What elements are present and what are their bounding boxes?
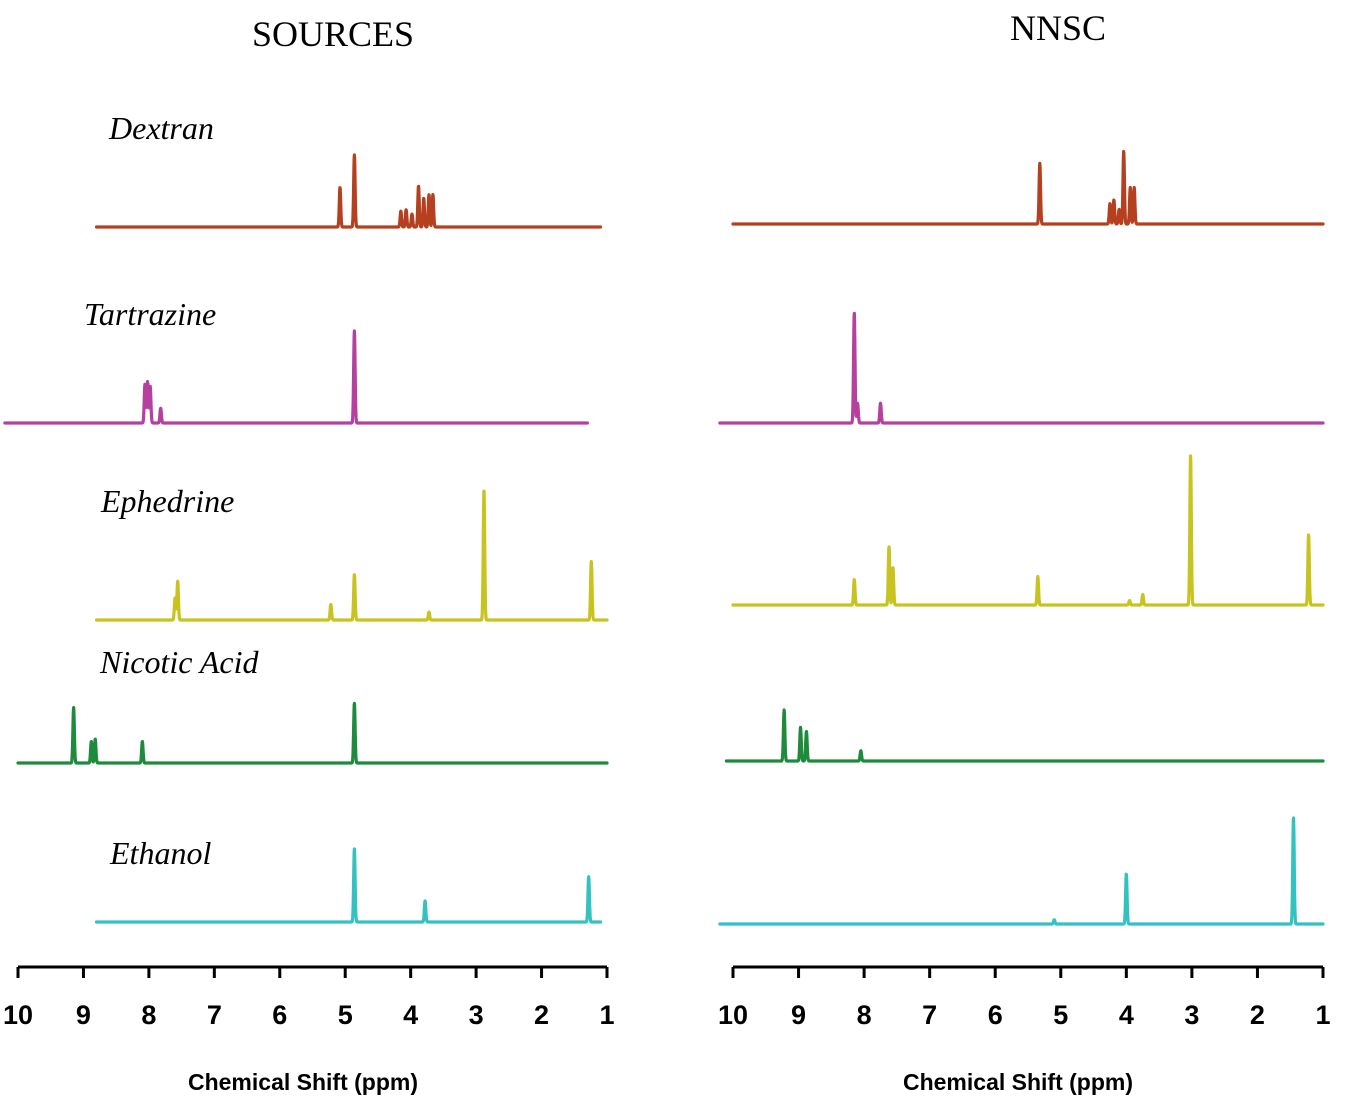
nnsc-x-tick-label-6: 6 [988, 1000, 1003, 1030]
sources-spectrum-ephedrine [94, 489, 609, 622]
nnsc-x-tick-label-5: 5 [1053, 1000, 1068, 1030]
sources-spectrum-nicotic-acid [16, 701, 609, 765]
nnsc-spectrum-tartrazine [718, 311, 1325, 425]
sources-spectrum-tartrazine [3, 329, 589, 425]
sources-x-tick-label-7: 7 [207, 1000, 222, 1030]
sources-x-tick-label-2: 2 [534, 1000, 549, 1030]
sources-trace-labels: Dextran Tartrazine Ephedrine Nicotic Acid Et… [84, 110, 259, 871]
nnsc-spectrum-ephedrine [731, 454, 1325, 607]
nnsc-x-axis-title: Chemical Shift (ppm) [903, 1069, 1133, 1095]
sources-x-tick-label-6: 6 [272, 1000, 287, 1030]
nnsc-panel-title: NNSC [1010, 8, 1106, 48]
nnsc-x-tick-label-7: 7 [922, 1000, 937, 1030]
nnsc-x-tick-label-4: 4 [1119, 1000, 1134, 1030]
nnsc-spectrum-nicotic-acid [724, 708, 1325, 763]
nnsc-panel: 10 9 8 7 6 5 4 3 2 1 Chemical Shift (ppm) [718, 149, 1331, 1095]
sources-spectra [3, 153, 609, 924]
sources-label-tartrazine: Tartrazine [84, 296, 216, 332]
sources-x-tick-label-4: 4 [403, 1000, 418, 1030]
sources-spectrum-ethanol [94, 847, 603, 924]
sources-label-dextran: Dextran [108, 110, 214, 146]
nnsc-x-tick-label-8: 8 [857, 1000, 872, 1030]
sources-x-axis-title: Chemical Shift (ppm) [188, 1069, 418, 1095]
nnsc-spectrum-dextran [731, 149, 1325, 226]
sources-label-ephedrine: Ephedrine [100, 483, 234, 519]
nnsc-x-tick-label-2: 2 [1250, 1000, 1265, 1030]
sources-x-tick-label-3: 3 [469, 1000, 484, 1030]
sources-label-ethanol: Ethanol [109, 835, 211, 871]
nnsc-x-tick-label-10: 10 [718, 1000, 748, 1030]
nnsc-x-tick-label-3: 3 [1184, 1000, 1199, 1030]
nnsc-spectra [718, 149, 1325, 926]
sources-x-axis: 10 9 8 7 6 5 4 3 2 1 [3, 965, 615, 1030]
sources-x-tick-label-10: 10 [3, 1000, 33, 1030]
sources-panel: Dextran Tartrazine Ephedrine Nicotic Acid Et… [3, 110, 615, 1095]
nnsc-spectrum-ethanol [718, 816, 1325, 926]
nnsc-x-axis: 10 9 8 7 6 5 4 3 2 1 [718, 965, 1331, 1030]
sources-x-tick-label-9: 9 [76, 1000, 91, 1030]
sources-label-nicotic-acid: Nicotic Acid [99, 644, 259, 680]
sources-x-tick-label-1: 1 [599, 1000, 614, 1030]
sources-x-tick-label-8: 8 [141, 1000, 156, 1030]
sources-panel-title: SOURCES [252, 14, 414, 54]
nnsc-x-tick-label-9: 9 [791, 1000, 806, 1030]
sources-x-tick-label-5: 5 [338, 1000, 353, 1030]
nnsc-x-tick-label-1: 1 [1315, 1000, 1330, 1030]
sources-spectrum-dextran [94, 153, 603, 229]
